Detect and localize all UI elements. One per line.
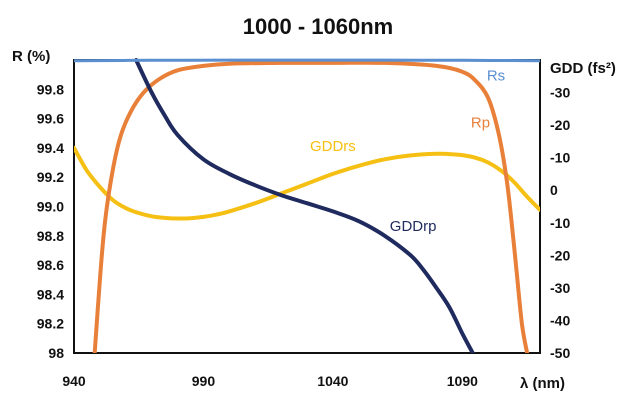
- series-line-rp: [92, 60, 530, 353]
- y-right-tick-label: -20: [550, 247, 570, 263]
- chart-title: 1000 - 1060nm: [243, 14, 393, 39]
- series-label-gddrs: GDDrs: [310, 138, 356, 155]
- y-left-tick-label: 98.2: [37, 316, 64, 332]
- y-right-tick-label: -10: [550, 215, 570, 231]
- y-right-tick-label: 0: [550, 182, 558, 198]
- series-label-rp: Rp: [471, 114, 490, 131]
- y-left-tick-label: 99.0: [37, 199, 64, 215]
- y-right-tick-label: -30: [550, 280, 570, 296]
- x-tick-label: 990: [192, 373, 216, 389]
- x-tick-label: 940: [62, 373, 86, 389]
- series-label-gddrp: GDDrp: [390, 218, 437, 235]
- y-left-tick-label: 99.6: [37, 111, 64, 127]
- y-right-axis-title: GDD (fs²): [550, 60, 616, 77]
- y-left-tick-label: 99.4: [37, 140, 64, 156]
- series-labels: Rs Rp GDDrs GDDrp: [310, 68, 505, 235]
- y-left-tick-label: 98.8: [37, 228, 64, 244]
- x-axis-title: λ (nm): [520, 375, 565, 392]
- y-right-tick-label: -20: [550, 117, 570, 133]
- y-left-tick-label: 98.6: [37, 257, 64, 273]
- series-line-gddrs: [74, 145, 540, 221]
- y-left-tick-label: 99.8: [37, 81, 64, 97]
- series-lines: [74, 58, 540, 353]
- y-right-tick-label: -30: [550, 85, 570, 101]
- x-tick-label: 1040: [317, 373, 348, 389]
- y-left-tick-label: 98.4: [37, 286, 64, 302]
- y-right-tick-label: -50: [550, 345, 570, 361]
- y-left-axis-title: R (%): [12, 48, 50, 65]
- series-line-gddrp: [134, 58, 475, 353]
- y-left-tick-label: 98: [48, 345, 64, 361]
- series-line-rs: [74, 58, 540, 63]
- x-tick-label: 1090: [447, 373, 478, 389]
- tick-labels: 940 990 1040 1090 98 98.2 98.4 98.6 98.8 99.0 99.2…: [37, 81, 571, 389]
- y-right-tick-label: -40: [550, 312, 570, 328]
- series-label-rs: Rs: [487, 68, 505, 85]
- y-left-tick-label: 99.2: [37, 169, 64, 185]
- plot-frame: [73, 59, 541, 354]
- y-right-tick-label: -10: [550, 150, 570, 166]
